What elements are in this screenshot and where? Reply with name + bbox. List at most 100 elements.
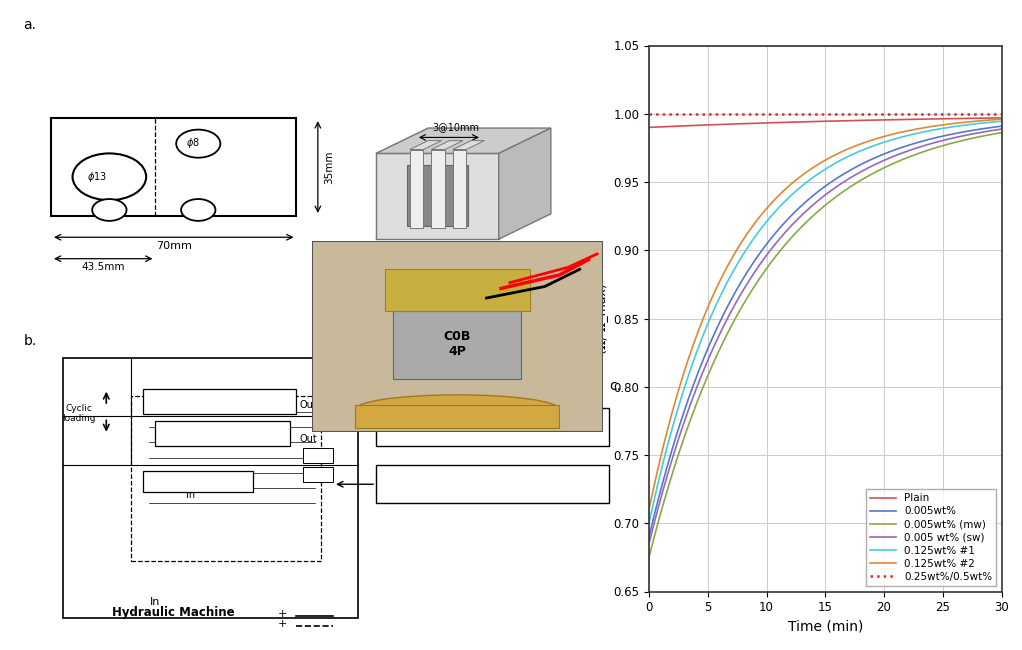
Bar — [431, 150, 445, 228]
Circle shape — [92, 199, 127, 221]
Text: +: + — [278, 619, 287, 629]
0.005 wt% (sw) — [865, 162, 877, 170]
Line: 0.125wt% #2: 0.125wt% #2 — [649, 119, 1002, 510]
Line: 0.125wt% #1: 0.125wt% #1 — [649, 122, 1002, 523]
0.005wt% (mw) — [899, 155, 912, 162]
0.25wt%/0.5wt% — [897, 110, 910, 118]
Legend: Plain, 0.005wt%, 0.005wt% (mw), 0.005 wt% (sw), 0.125wt% #1, 0.125wt% #2, 0.25wt: Plain, 0.005wt%, 0.005wt% (mw), 0.005 wt… — [866, 489, 996, 586]
0.005wt% — [995, 122, 1008, 130]
Bar — [356, 406, 559, 428]
Line: 0.005 wt% (sw): 0.005 wt% (sw) — [649, 129, 1002, 543]
Bar — [143, 471, 253, 492]
0.25wt%/0.5wt% — [686, 110, 698, 118]
0.005wt% (mw) — [865, 171, 877, 179]
Text: 43.5mm: 43.5mm — [82, 263, 125, 272]
0.005 wt% (sw) — [995, 125, 1008, 133]
Text: +: + — [278, 609, 287, 619]
0.005wt% (mw) — [686, 413, 698, 421]
0.005wt% — [643, 533, 655, 541]
Text: 3@10mm: 3@10mm — [432, 122, 479, 131]
Bar — [393, 311, 521, 378]
0.125wt% #2 — [995, 115, 1008, 123]
Text: 70mm: 70mm — [155, 241, 192, 251]
Text: 35mm: 35mm — [324, 150, 334, 184]
0.005wt% — [865, 156, 877, 164]
0.125wt% #1 — [686, 363, 698, 370]
0.125wt% #2 — [783, 183, 795, 190]
Text: c.: c. — [609, 379, 621, 393]
0.005wt% — [757, 244, 770, 252]
Text: Power supply
(Keysight E3632A): Power supply (Keysight E3632A) — [445, 471, 541, 493]
0.125wt% #2 — [643, 506, 655, 514]
0.005wt% (mw) — [757, 268, 770, 276]
0.005 wt% (sw) — [686, 398, 698, 406]
Line: 0.005wt% (mw): 0.005wt% (mw) — [649, 133, 1002, 557]
Polygon shape — [499, 128, 551, 239]
Plain — [995, 114, 1008, 122]
Plain — [899, 116, 912, 124]
0.005wt% — [899, 142, 912, 150]
Bar — [155, 421, 290, 446]
Bar — [63, 358, 358, 618]
Text: Cyclic
loading: Cyclic loading — [62, 404, 95, 423]
Text: C0B
4P: C0B 4P — [444, 330, 471, 358]
0.25wt%/0.5wt% — [643, 110, 655, 118]
0.125wt% #1 — [995, 118, 1008, 125]
Polygon shape — [376, 128, 551, 153]
0.005wt% (mw) — [897, 155, 910, 163]
0.125wt% #1 — [897, 133, 910, 140]
Y-axis label: Relative Resistance
(Ω/ Ω_max): Relative Resistance (Ω/ Ω_max) — [579, 257, 608, 380]
Bar — [303, 448, 333, 463]
0.125wt% #1 — [899, 132, 912, 140]
Bar — [407, 165, 468, 226]
0.005 wt% (sw) — [757, 255, 770, 263]
Polygon shape — [376, 153, 499, 239]
0.005wt% (mw) — [643, 553, 655, 561]
X-axis label: Time (min): Time (min) — [788, 620, 863, 634]
Text: In: In — [186, 489, 195, 500]
Bar — [376, 465, 609, 503]
Text: $\phi$8: $\phi$8 — [186, 136, 200, 150]
Plain — [757, 119, 770, 127]
Text: Data logger
Agilent 34972A: Data logger Agilent 34972A — [453, 414, 532, 436]
Bar — [384, 269, 530, 311]
Text: Load cell: Load cell — [196, 396, 243, 406]
0.125wt% #1 — [865, 143, 877, 151]
0.005 wt% (sw) — [783, 225, 795, 233]
Polygon shape — [431, 140, 463, 150]
Ellipse shape — [356, 395, 559, 424]
0.005wt% (mw) — [783, 237, 795, 244]
0.25wt%/0.5wt% — [757, 110, 770, 118]
0.125wt% #2 — [897, 128, 910, 136]
Bar — [410, 150, 423, 228]
Text: Specimen: Specimen — [174, 476, 223, 487]
Plain — [686, 122, 698, 129]
Polygon shape — [410, 140, 442, 150]
Plain — [643, 124, 655, 131]
0.005wt% — [686, 387, 698, 395]
Text: b.: b. — [24, 334, 37, 348]
0.25wt%/0.5wt% — [899, 110, 912, 118]
Bar — [453, 150, 466, 228]
0.125wt% #2 — [686, 346, 698, 354]
0.25wt%/0.5wt% — [995, 110, 1008, 118]
0.25wt%/0.5wt% — [783, 110, 795, 118]
Circle shape — [176, 129, 221, 158]
Circle shape — [73, 153, 146, 200]
Polygon shape — [453, 140, 484, 150]
Text: $\phi$13: $\phi$13 — [87, 170, 106, 183]
0.005 wt% (sw) — [643, 540, 655, 547]
0.005 wt% (sw) — [897, 149, 910, 157]
0.005wt% (mw) — [995, 129, 1008, 136]
0.125wt% #2 — [899, 127, 912, 135]
Text: Hydraulic Machine: Hydraulic Machine — [112, 606, 235, 619]
Bar — [51, 118, 296, 216]
Plain — [897, 116, 910, 124]
Text: Copper
electrode: Copper electrode — [201, 424, 244, 443]
0.005wt% — [783, 214, 795, 222]
Bar — [131, 396, 321, 560]
0.25wt%/0.5wt% — [865, 110, 877, 118]
0.125wt% #1 — [643, 519, 655, 527]
Circle shape — [181, 199, 216, 221]
Text: a.: a. — [24, 18, 37, 32]
